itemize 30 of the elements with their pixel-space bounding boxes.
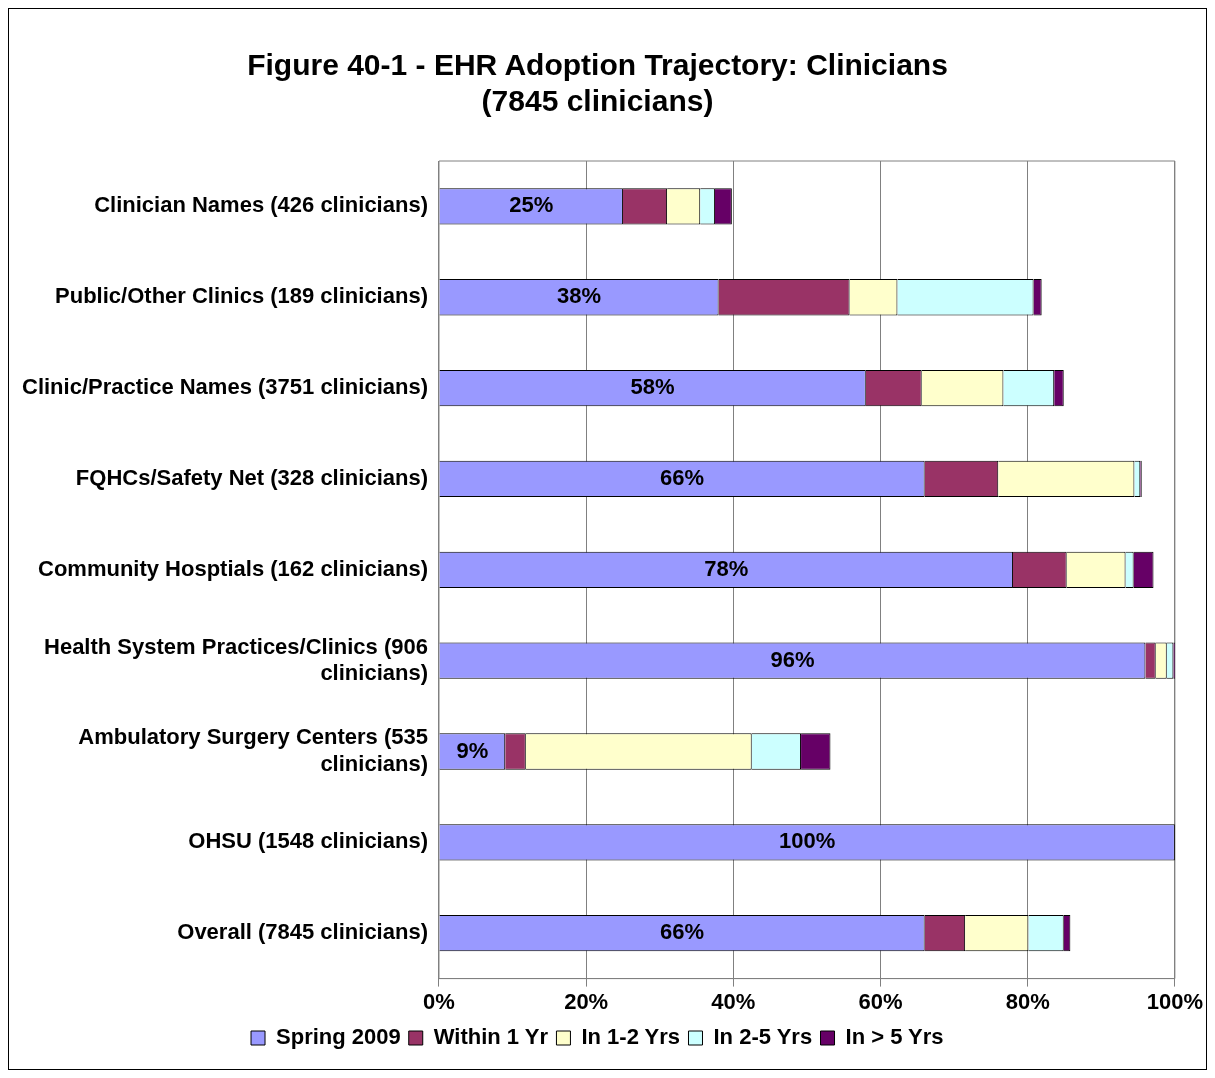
data-label: 66%	[660, 919, 705, 945]
legend-label: In 1-2 Yrs	[581, 1024, 681, 1050]
y-tick-label: OHSU (1548 clinicians)	[188, 828, 428, 854]
data-label: 78%	[704, 555, 749, 581]
legend-label: Within 1 Yr	[433, 1024, 549, 1050]
legend-label: Spring 2009	[276, 1024, 401, 1050]
data-label: 9%	[456, 737, 489, 763]
y-tick-label: Ambulatory Surgery Centers (535 clinicians)	[78, 724, 428, 776]
y-tick-label: Overall (7845 clinicians)	[177, 919, 428, 945]
data-label: 58%	[630, 374, 675, 400]
data-label: 100%	[779, 828, 836, 854]
x-tick-label: 80%	[1005, 988, 1050, 1014]
y-tick-label: Public/Other Clinics (189 clinicians)	[55, 283, 428, 309]
legend-label: In > 5 Yrs	[845, 1024, 944, 1050]
data-label: 66%	[660, 465, 705, 491]
legend-label: In 2-5 Yrs	[713, 1024, 813, 1050]
y-tick-label: Health System Practices/Clinics (906 clinicians)	[44, 633, 428, 685]
x-tick-label: 20%	[564, 988, 609, 1014]
y-tick-label: Community Hosptials (162 clinicians)	[38, 555, 428, 581]
x-tick-label: 40%	[711, 988, 756, 1014]
y-tick-label: Clinic/Practice Names (3751 clinicians)	[22, 374, 428, 400]
x-tick-label: 60%	[858, 988, 903, 1014]
data-label: 25%	[509, 192, 554, 218]
data-label: 38%	[557, 283, 602, 309]
y-tick-label: FQHCs/Safety Net (328 clinicians)	[75, 465, 428, 491]
x-tick-label: 0%	[423, 988, 455, 1014]
x-tick-label: 100%	[1146, 988, 1204, 1014]
chart-title: Figure 40-1 - EHR Adoption Trajectory: Clinicians (7845 clinicians)	[247, 48, 948, 118]
data-label: 96%	[770, 646, 815, 672]
y-tick-label: Clinician Names (426 clinicians)	[94, 192, 428, 218]
